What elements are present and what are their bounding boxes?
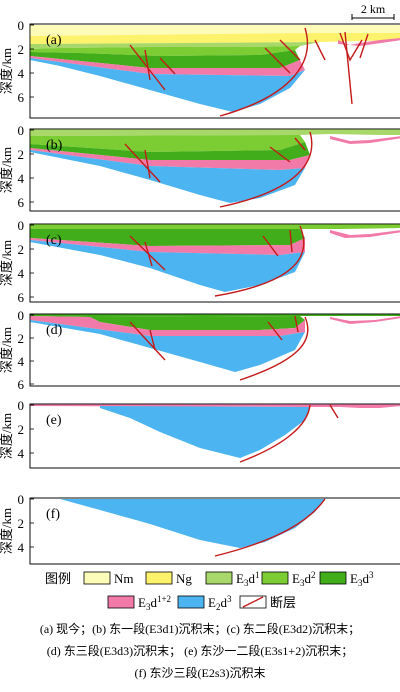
depth-tick-label: 4	[18, 66, 25, 81]
fault-swatch-line	[242, 596, 264, 608]
legend-label: Nm	[114, 571, 134, 586]
legend-swatch	[83, 571, 111, 585]
legend-item: Nm	[83, 571, 134, 586]
caption-line-2: (d) 东三段(E3d3)沉积末； (e) 东沙一二段(E3s1+2)沉积末；	[46, 644, 354, 658]
legend-swatch	[319, 571, 347, 585]
panel-a	[29, 23, 400, 119]
legend-title: 图例	[45, 571, 71, 586]
panel-f	[29, 497, 400, 565]
panel-c	[29, 223, 400, 303]
depth-tick-label: 2	[18, 147, 25, 162]
legend-label: E3d1	[236, 570, 259, 588]
y-axis-title: 深度/km	[0, 240, 14, 286]
caption-line-3: (f) 东沙三段(E2s3)沉积末	[134, 666, 266, 680]
depth-tick-label: 0	[18, 18, 25, 33]
depth-tick-label: 0	[18, 492, 25, 507]
caption-line-1: (a) 现今；(b) 东一段(E3d1)沉积末；(c) 东二段(E3d2)沉积末…	[39, 622, 361, 636]
legend-label: E2d3	[208, 594, 232, 612]
panel-label: (c)	[46, 233, 62, 248]
legend-label: E3d3	[350, 570, 374, 588]
panel-label: (b)	[46, 138, 63, 153]
depth-tick-label: 0	[18, 218, 25, 233]
depth-tick-label: 6	[18, 290, 25, 305]
panel-label: (e)	[46, 413, 62, 428]
panel-b	[29, 128, 400, 212]
y-axis-title: 深度/km	[0, 508, 14, 554]
depth-tick-label: 4	[18, 540, 25, 555]
legend-item: E3d1+2	[107, 594, 171, 612]
panel-label: (a)	[46, 33, 62, 48]
panel-d	[29, 313, 400, 387]
depth-tick-label: 6	[18, 377, 25, 392]
depth-tick-label: 0	[18, 123, 25, 138]
depth-tick-label: 6	[18, 90, 25, 105]
legend-label: Ng	[176, 571, 192, 586]
legend-label: 断层	[270, 595, 296, 610]
y-axis-title: 深度/km	[0, 327, 14, 373]
depth-tick-label: 0	[18, 398, 25, 413]
legend-item: E3d2	[261, 570, 315, 588]
legend-item: E2d3	[177, 594, 232, 612]
legend-item: E3d1	[205, 570, 259, 588]
legend-swatch	[205, 571, 233, 585]
fault-lines	[129, 27, 369, 117]
legend-item: Ng	[145, 571, 192, 586]
depth-tick-label: 6	[18, 195, 25, 210]
y-axis-title: 深度/km	[0, 413, 14, 459]
panel-e	[29, 403, 400, 469]
depth-tick-label: 2	[18, 516, 25, 531]
y-axis-title: 深度/km	[0, 147, 14, 193]
depth-tick-label: 2	[18, 42, 25, 57]
legend-swatch	[261, 571, 289, 585]
legend-swatch	[145, 571, 173, 585]
depth-tick-label: 0	[18, 308, 25, 323]
scale-bar: 2 km	[351, 2, 395, 20]
labels-layer: (a) 0 2 4 6 深度/km (b) 0 2 4 6 深度/km (c) 0 2 4 6 深度/km (d) 0…	[0, 18, 63, 555]
depth-tick-label: 2	[18, 422, 25, 437]
legend-label: E3d2	[292, 570, 315, 588]
legend-item: E3d3	[319, 570, 374, 588]
legend-swatch	[107, 595, 135, 609]
legend-item: 断层	[239, 595, 296, 610]
legend-swatch	[177, 595, 205, 609]
scale-bar-label: 2 km	[361, 2, 386, 16]
y-axis-title: 深度/km	[0, 48, 14, 94]
depth-tick-label: 2	[18, 242, 25, 257]
panel-label: (f)	[46, 507, 60, 522]
panel-label: (d)	[46, 323, 63, 338]
depth-tick-label: 2	[18, 331, 25, 346]
depth-tick-label: 4	[18, 354, 25, 369]
legend: 图例 Nm Ng E3d1 E3d2 E3d3 E3d1+2 E2d3 断层	[45, 570, 374, 612]
depth-tick-label: 4	[18, 266, 25, 281]
depth-tick-label: 4	[18, 171, 25, 186]
depth-tick-label: 4	[18, 446, 25, 461]
legend-label: E3d1+2	[138, 594, 171, 612]
